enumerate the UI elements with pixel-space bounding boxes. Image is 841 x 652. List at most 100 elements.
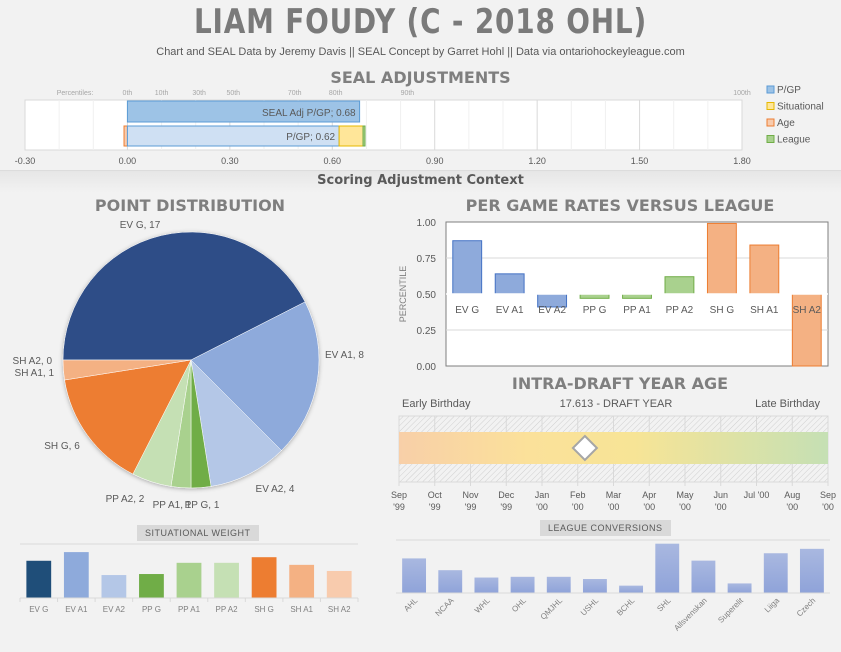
sw-x-label: PP A2 — [216, 605, 239, 614]
seal-x-tick: 0.30 — [221, 156, 239, 166]
situational-weight-chart: EV G EV A1 EV A2 PP G PP A1 PP A2 SH G SH A1 SH … — [19, 543, 359, 614]
lc-bar-czech — [799, 548, 824, 593]
seal-chart: -0.30 0.00 0.30 0.60 0.90 1.20 1.50 1.80 Percent… — [15, 85, 824, 166]
sw-bar-pp-g — [139, 574, 164, 598]
sw-x-label: EV A2 — [103, 605, 126, 614]
age-month-label: Jan — [535, 490, 550, 500]
pg-x-label: PP A1 — [623, 305, 651, 316]
lc-bar-ushl — [582, 579, 607, 593]
page-subtitle: Chart and SEAL Data by Jeremy Davis || S… — [156, 46, 685, 58]
seal-x-tick: 1.80 — [733, 156, 751, 166]
sw-bar-ev-a1 — [63, 552, 89, 598]
lc-x-label: SHL — [655, 596, 673, 614]
lc-bar-whl — [474, 577, 499, 593]
pie-label: SH G, 6 — [44, 441, 80, 452]
age-month-label: Jun — [713, 490, 728, 500]
league-conversions-title-box: LEAGUE CONVERSIONS — [540, 518, 671, 536]
seal-x-tick: 0.60 — [324, 156, 342, 166]
age-year-label: '99 — [429, 502, 441, 512]
age-marker-diamond — [571, 434, 599, 462]
pie-label: PP A1, 1 — [153, 500, 192, 511]
lc-x-label: QMJHL — [539, 596, 565, 622]
age-year-label: '00 — [786, 502, 798, 512]
age-month-label: May — [676, 490, 694, 500]
lc-bar-ohl — [510, 576, 535, 593]
pg-bar-ev-g — [452, 240, 483, 295]
scoring-band — [0, 170, 841, 193]
lc-x-label: Liiga — [763, 596, 782, 615]
lc-bar-ncaa — [438, 570, 463, 593]
age-year-label: '00 — [572, 502, 584, 512]
age-year-label: '00 — [679, 502, 691, 512]
seal-percentile-tick: 10th — [155, 90, 169, 97]
lc-bar-liiga — [763, 553, 788, 593]
lc-bar-shl — [655, 543, 680, 593]
scoring-context-title: Scoring Adjustment Context — [317, 173, 524, 188]
age-month-label: Feb — [570, 490, 586, 500]
pie-slice-sh-a1 — [62, 359, 192, 381]
pie-label: EV G, 17 — [120, 220, 161, 231]
seal-title: SEAL ADJUSTMENTS — [330, 68, 511, 87]
situational-weight-title-box: SITUATIONAL WEIGHT — [137, 523, 259, 541]
point-distribution-chart: EV G, 17 EV A1, 8 EV A2, 4 PP G, 1PP A1, 1 P… — [13, 220, 365, 511]
pie-label: EV A1, 8 — [325, 350, 364, 361]
sw-bar-pp-a2 — [214, 562, 239, 598]
sw-x-label: SH A1 — [290, 605, 313, 614]
pg-bar-sh-a2 — [791, 293, 822, 367]
pg-y-tick: 0.75 — [417, 254, 437, 265]
seal-legend-swatch — [766, 118, 775, 127]
pg-x-label: SH A1 — [750, 305, 779, 316]
seal-legend-label: League — [777, 135, 811, 146]
age-month-label: Dec — [498, 490, 515, 500]
page-title: LIAM FOUDY (C - 2018 OHL) — [193, 2, 648, 42]
sw-bar-pp-a1 — [176, 562, 202, 598]
age-month-label: Oct — [428, 490, 443, 500]
lc-x-label: Superelit — [716, 596, 745, 625]
sw-bar-ev-a2 — [101, 575, 127, 598]
pie-slice-sh-g — [64, 359, 192, 475]
seal-percentile-tick: 30th — [192, 90, 206, 97]
seal-legend-swatch — [766, 135, 775, 143]
lc-x-label: Allsvenskan — [672, 596, 709, 633]
age-month-label: Sep — [391, 490, 407, 500]
age-early-label: Early Birthday — [402, 398, 471, 410]
age-year-label: '00 — [536, 502, 548, 512]
sw-x-label: EV G — [29, 605, 48, 614]
league-conversions-title: LEAGUE CONVERSIONS — [540, 520, 671, 536]
age-year-label: '00 — [643, 502, 655, 512]
seal-x-tick: 1.20 — [528, 156, 546, 166]
sw-x-label: PP A1 — [178, 605, 201, 614]
pie-label: EV A2, 4 — [256, 484, 295, 495]
pie-label: PP A2, 2 — [106, 494, 145, 505]
lc-x-label: USHL — [579, 596, 601, 618]
sw-x-label: EV A1 — [65, 605, 88, 614]
pie-slice-ev-a2 — [190, 359, 282, 487]
seal-percentiles-label: Percentiles: — [57, 90, 94, 97]
pg-y-label: PERCENTILE — [398, 266, 408, 323]
age-gradient-band — [399, 432, 828, 464]
lc-x-label: BCHL — [615, 596, 637, 618]
sw-bar-sh-a2 — [326, 570, 352, 598]
age-late-label: Late Birthday — [755, 398, 820, 410]
pg-bar-sh-a1 — [749, 244, 780, 295]
sw-x-label: SH G — [254, 605, 274, 614]
pg-x-label: EV A1 — [496, 305, 524, 316]
seal-pgp-label: P/GP; 0.62 — [286, 132, 335, 143]
pg-bar-pp-a2 — [664, 276, 695, 295]
age-year-label: '99 — [393, 502, 405, 512]
lc-bar-ahl — [402, 558, 427, 593]
pie-label: SH A1, 1 — [15, 368, 55, 379]
seal-adj-label: SEAL Adj P/GP; 0.68 — [262, 108, 356, 119]
lc-x-label: AHL — [402, 596, 420, 614]
age-year-label: '00 — [608, 502, 620, 512]
intra-draft-age-chart: Early Birthday 17.613 - DRAFT YEAR Late Bi… — [391, 398, 836, 512]
seal-x-tick: -0.30 — [15, 156, 36, 166]
sw-bar-sh-a1 — [289, 564, 315, 598]
situational-weight-title: SITUATIONAL WEIGHT — [137, 525, 259, 541]
pg-bar-sh-g — [706, 222, 737, 295]
per-game-rates-chart: 0.00 0.25 0.50 0.75 1.00 PERCENTILE EV G EV A1 E… — [398, 218, 829, 373]
pg-x-label: EV G — [455, 305, 479, 316]
age-month-label: Aug — [784, 490, 800, 500]
pg-y-tick: 0.00 — [417, 362, 437, 373]
seal-percentile-tick: 100th — [733, 90, 751, 97]
